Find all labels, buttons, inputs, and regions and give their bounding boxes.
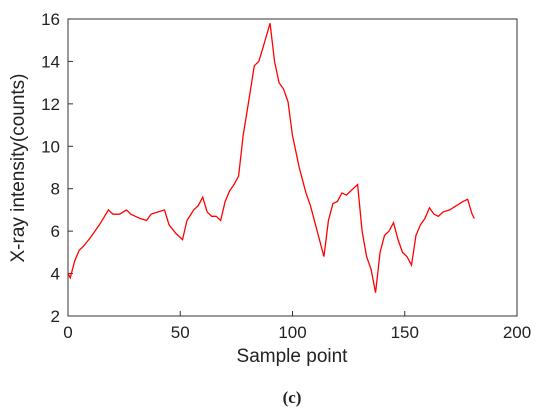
x-tick-label: 50 bbox=[171, 323, 190, 342]
x-tick-label: 100 bbox=[278, 323, 306, 342]
x-axis-label: Sample point bbox=[237, 346, 349, 367]
y-axis-label: X-ray intensity(counts) bbox=[8, 73, 29, 262]
y-tick-label: 2 bbox=[51, 307, 60, 326]
y-tick-label: 8 bbox=[51, 180, 60, 199]
data-line bbox=[67, 23, 475, 293]
caption: (c) bbox=[283, 388, 302, 407]
y-tick-label: 10 bbox=[41, 137, 60, 156]
y-tick-label: 14 bbox=[41, 52, 60, 71]
y-tick-label: 4 bbox=[51, 265, 60, 284]
x-tick-label: 0 bbox=[63, 323, 72, 342]
y-tick-label: 16 bbox=[41, 10, 60, 29]
x-tick-label: 150 bbox=[391, 323, 419, 342]
y-tick-label: 6 bbox=[51, 222, 60, 241]
x-tick-label: 200 bbox=[503, 323, 531, 342]
y-tick-label: 12 bbox=[41, 95, 60, 114]
plot-frame bbox=[67, 18, 518, 317]
